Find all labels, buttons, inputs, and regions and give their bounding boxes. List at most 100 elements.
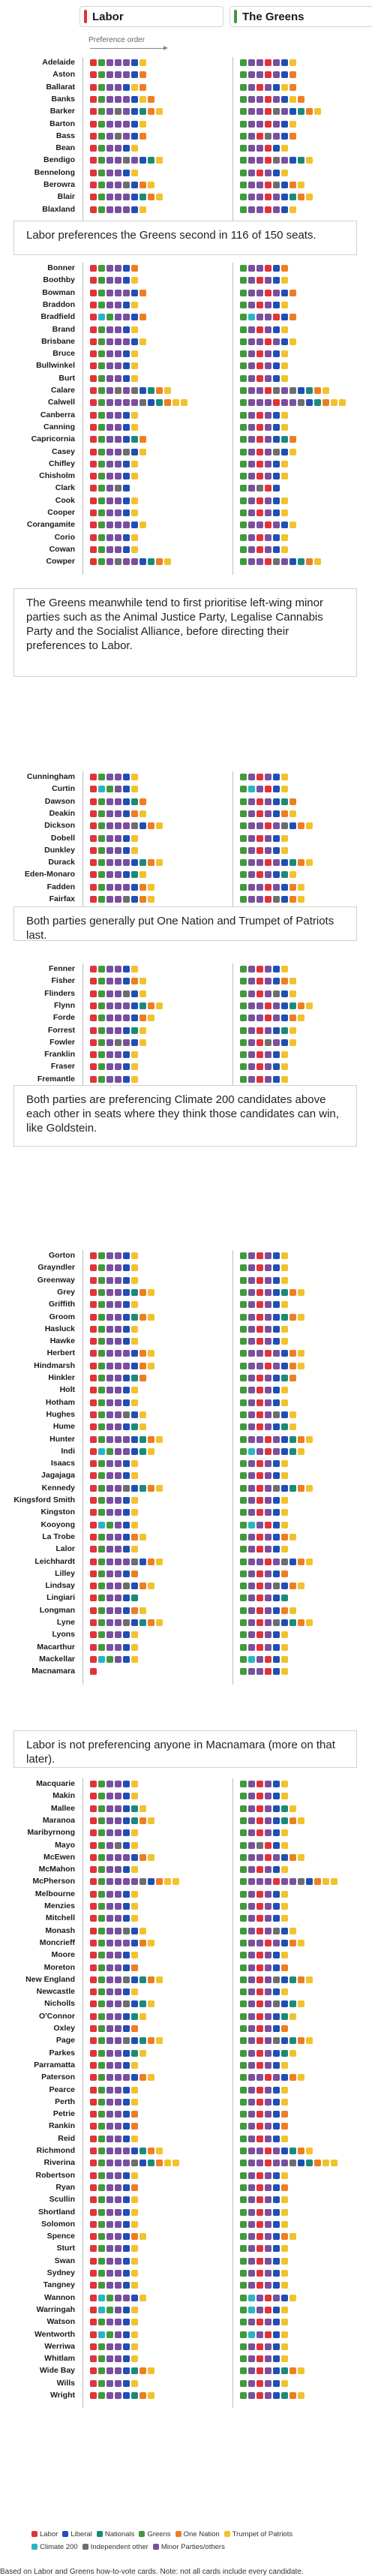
preference-mark-labor: [90, 822, 97, 829]
preference-mark-greens: [240, 1546, 247, 1553]
preference-mark-labor: [256, 2062, 263, 2069]
preference-mark-labor: [265, 1448, 272, 1455]
preference-mark-one-nation: [148, 2037, 154, 2044]
preference-mark-minor-parties-others: [115, 2307, 122, 2313]
preference-mark-labor: [90, 1656, 97, 1663]
preference-mark-trumpet-of-patriots: [298, 896, 304, 903]
preference-mark-labor: [90, 1878, 97, 1885]
preference-mark-labor: [90, 1940, 97, 1946]
preference-mark-trumpet-of-patriots: [148, 1314, 154, 1321]
legend-item: Minor Parties/others: [152, 2543, 225, 2551]
preference-mark-trumpet-of-patriots: [148, 2074, 154, 2081]
preference-mark-minor-parties-others: [273, 1940, 280, 1946]
preference-mark-liberal: [273, 2233, 280, 2240]
preference-mark-liberal: [273, 1472, 280, 1479]
preference-mark-minor-parties-others: [248, 2111, 255, 2118]
preference-mark-minor-parties-others: [256, 1014, 263, 1021]
preference-mark-trumpet-of-patriots: [140, 2013, 146, 2020]
preference-mark-nationals: [281, 1817, 288, 1824]
preference-mark-trumpet-of-patriots: [131, 966, 138, 972]
preference-mark-independent-other: [131, 822, 138, 829]
preference-mark-liberal: [281, 1014, 288, 1021]
preference-mark-independent-other: [298, 1878, 304, 1885]
preference-mark-minor-parties-others: [265, 1546, 272, 1553]
preference-mark-minor-parties-others: [115, 1964, 122, 1971]
preference-mark-one-nation: [281, 1964, 288, 1971]
legend-label: Liberal: [70, 2530, 92, 2538]
preference-mark-independent-other: [298, 399, 304, 406]
preference-mark-liberal: [123, 835, 130, 842]
preference-mark-trumpet-of-patriots: [131, 362, 138, 369]
preference-mark-labor: [256, 436, 263, 443]
seat-label: Paterson: [41, 2073, 75, 2082]
preference-mark-labor: [90, 1002, 97, 1009]
preference-mark-minor-parties-others: [106, 1559, 113, 1565]
preference-mark-liberal: [140, 1559, 146, 1565]
preference-mark-one-nation: [148, 1436, 154, 1443]
preference-mark-minor-parties-others: [265, 871, 272, 878]
legend-label: Greens: [147, 2530, 171, 2538]
preference-mark-minor-parties-others: [273, 2148, 280, 2154]
preference-mark-trumpet-of-patriots: [290, 1534, 296, 1540]
preference-mark-minor-parties-others: [256, 2074, 263, 2081]
preference-mark-labor: [90, 436, 97, 443]
legend-swatch: [152, 2544, 159, 2550]
preference-mark-labor: [265, 157, 272, 164]
preference-mark-minor-parties-others: [273, 71, 280, 78]
preference-mark-minor-parties-others: [115, 1497, 122, 1504]
preference-mark-greens: [98, 1940, 105, 1946]
preference-mark-minor-parties-others: [265, 2050, 272, 2057]
preference-mark-trumpet-of-patriots: [281, 1546, 288, 1553]
preference-mark-minor-parties-others: [265, 1076, 272, 1083]
preference-mark-greens: [240, 350, 247, 357]
greens-color-bar: [234, 10, 237, 23]
preference-mark-trumpet-of-patriots: [306, 1002, 313, 1009]
preference-mark-minor-parties-others: [248, 194, 255, 200]
preference-mark-labor: [90, 2392, 97, 2399]
preference-mark-minor-parties-others: [248, 121, 255, 128]
preference-mark-greens: [98, 338, 105, 345]
preference-mark-one-nation: [140, 1363, 146, 1369]
preference-mark-minor-parties-others: [265, 1472, 272, 1479]
preference-mark-labor: [90, 1903, 97, 1910]
preference-mark-climate-200: [248, 2307, 255, 2313]
preference-mark-trumpet-of-patriots: [306, 2037, 313, 2044]
preference-mark-labor: [256, 1644, 263, 1651]
preference-mark-minor-parties-others: [248, 71, 255, 78]
preference-mark-one-nation: [290, 1314, 296, 1321]
preference-mark-minor-parties-others: [248, 1964, 255, 1971]
preference-mark-greens: [240, 2221, 247, 2228]
preference-mark-labor: [256, 1891, 263, 1898]
preference-mark-liberal: [131, 1940, 138, 1946]
preference-mark-labor: [90, 546, 97, 553]
preference-mark-labor: [256, 2087, 263, 2094]
preference-mark-minor-parties-others: [106, 1051, 113, 1058]
preference-mark-minor-parties-others: [265, 473, 272, 479]
preference-mark-greens: [240, 265, 247, 272]
preference-mark-trumpet-of-patriots: [281, 326, 288, 333]
preference-mark-labor: [256, 2343, 263, 2350]
preference-mark-labor: [265, 265, 272, 272]
seat-label: Maranoa: [42, 1816, 75, 1825]
preference-mark-greens: [240, 546, 247, 553]
preference-mark-minor-parties-others: [106, 1781, 113, 1787]
preference-mark-greens: [98, 145, 105, 152]
preference-mark-liberal: [123, 2025, 130, 2032]
preference-mark-one-nation: [131, 1534, 138, 1540]
preference-mark-liberal: [131, 1411, 138, 1418]
preference-mark-trumpet-of-patriots: [164, 1878, 171, 1885]
preference-mark-minor-parties-others: [123, 884, 130, 891]
preference-mark-minor-parties-others: [265, 1411, 272, 1418]
preference-mark-greens: [240, 2111, 247, 2118]
preference-mark-independent-other: [281, 822, 288, 829]
preference-mark-one-nation: [140, 1854, 146, 1861]
preference-mark-greens: [240, 1497, 247, 1504]
preference-mark-greens: [240, 1878, 247, 1885]
preference-mark-nationals: [131, 1027, 138, 1034]
preference-mark-liberal: [123, 1326, 130, 1333]
preference-mark-nationals: [140, 194, 146, 200]
preference-mark-trumpet-of-patriots: [131, 546, 138, 553]
preference-mark-minor-parties-others: [248, 1289, 255, 1296]
preference-mark-liberal: [273, 1301, 280, 1308]
preference-mark-greens: [240, 314, 247, 320]
